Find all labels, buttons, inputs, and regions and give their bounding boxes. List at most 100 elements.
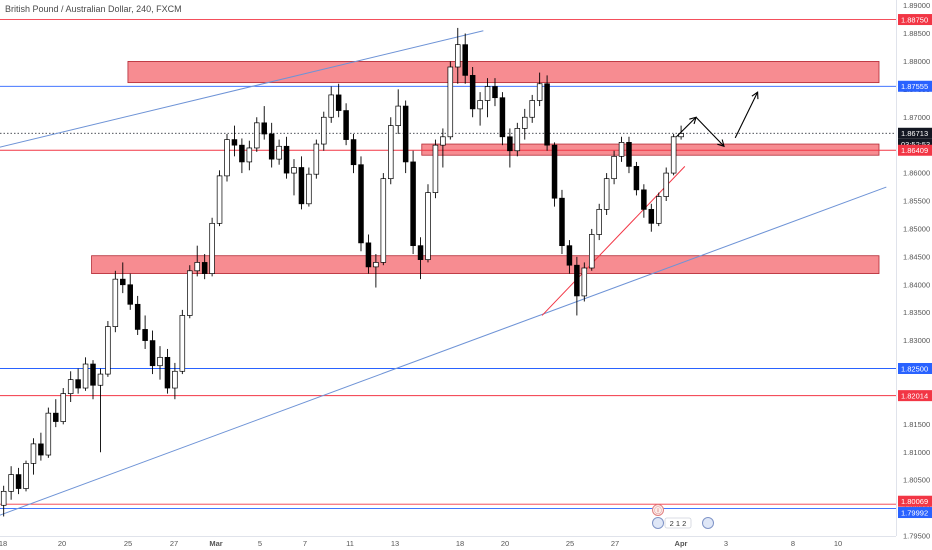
x-tick-label: 18 bbox=[456, 539, 464, 548]
candle-up bbox=[254, 122, 260, 149]
price-badge: 1.82500 bbox=[898, 363, 932, 374]
candle-down bbox=[90, 363, 96, 386]
event-markers[interactable]: ⓘ 2 1 2 bbox=[652, 504, 714, 529]
y-tick-label: 1.84500 bbox=[903, 252, 930, 261]
arrow-head bbox=[717, 139, 725, 148]
price-badge-bg bbox=[898, 138, 932, 150]
x-tick-label: 25 bbox=[566, 539, 574, 548]
candle-down bbox=[142, 329, 148, 341]
y-tick-label: 1.80500 bbox=[903, 476, 930, 485]
candle-up bbox=[596, 209, 602, 235]
candle-up bbox=[60, 393, 66, 422]
candle-up bbox=[618, 142, 625, 157]
candle-down bbox=[365, 242, 372, 268]
price-badge-text: 03:52:53 bbox=[901, 140, 930, 149]
candle-up bbox=[603, 178, 610, 210]
projection-segment bbox=[734, 91, 759, 139]
candle-up bbox=[313, 143, 320, 175]
projection-segment bbox=[695, 116, 725, 147]
candle-up bbox=[209, 222, 215, 274]
y-tick-label: 1.81000 bbox=[903, 448, 930, 457]
price-badge-bg bbox=[898, 80, 932, 92]
price-badge-text: 1.80069 bbox=[901, 497, 928, 506]
candle-up bbox=[23, 463, 29, 489]
x-tick-label: 8 bbox=[791, 539, 795, 548]
candle-up bbox=[112, 278, 119, 327]
candle-down bbox=[283, 145, 290, 174]
price-badge: 1.88750 bbox=[898, 14, 932, 26]
x-tick-label: 20 bbox=[501, 539, 509, 548]
trendline bbox=[0, 186, 887, 516]
candle-up bbox=[656, 196, 662, 224]
price-badge: 1.86409 bbox=[898, 144, 932, 156]
x-tick-label: 10 bbox=[834, 539, 842, 548]
price-axis[interactable]: 1.890001.885001.880001.875001.870001.865… bbox=[896, 0, 932, 541]
price-badge-text: 1.87555 bbox=[901, 82, 928, 91]
candle-up bbox=[477, 100, 483, 110]
y-tick-label: 1.79500 bbox=[903, 532, 930, 541]
candle-up bbox=[536, 83, 543, 101]
y-tick-label: 1.81500 bbox=[903, 420, 930, 429]
x-tick-label: 5 bbox=[258, 539, 262, 548]
candle-up bbox=[67, 379, 74, 394]
price-badge-text: 1.86713 bbox=[901, 129, 928, 138]
candle-up bbox=[425, 192, 431, 260]
candle-up bbox=[246, 147, 253, 163]
x-tick-label: 3 bbox=[724, 539, 728, 548]
y-tick-label: 1.85500 bbox=[903, 197, 930, 206]
candle-up bbox=[216, 175, 223, 224]
candle-layer bbox=[0, 27, 684, 517]
resistance-zone bbox=[421, 143, 880, 156]
candle-up bbox=[30, 443, 37, 464]
x-tick-label: 7 bbox=[303, 539, 307, 548]
y-tick-label: 1.88500 bbox=[903, 29, 930, 38]
trendline bbox=[0, 30, 484, 148]
price-badge: 1.80069 bbox=[898, 495, 932, 507]
candle-down bbox=[298, 167, 305, 205]
candle-down bbox=[469, 75, 476, 110]
event-count-text: 2 1 2 bbox=[670, 519, 687, 528]
candle-up bbox=[45, 412, 52, 456]
candle-down bbox=[149, 340, 156, 367]
candle-up bbox=[581, 267, 588, 297]
candle-up bbox=[187, 270, 193, 316]
candle-down bbox=[343, 110, 349, 140]
arrow-head bbox=[751, 91, 759, 100]
x-tick-label: 25 bbox=[124, 539, 132, 548]
candle-down bbox=[261, 122, 267, 135]
y-tick-label: 1.84000 bbox=[903, 280, 930, 289]
candle-up bbox=[380, 178, 387, 263]
candle-down bbox=[492, 86, 498, 99]
price-badge: 1.87555 bbox=[898, 80, 932, 92]
time-axis[interactable]: 18 20 25 27 Mar 5 7 11 13 18 20 25 27 Apr 3 8 10 bbox=[0, 536, 896, 549]
candle-up bbox=[179, 315, 186, 372]
candle-down bbox=[417, 245, 424, 260]
candle-up bbox=[291, 167, 297, 174]
chart-title: British Pound / Australian Dollar, 240, … bbox=[5, 4, 182, 14]
zone-layer bbox=[91, 61, 880, 274]
x-tick-label: 20 bbox=[58, 539, 66, 548]
candle-down bbox=[134, 303, 141, 330]
candle-down bbox=[559, 197, 565, 247]
candle-down bbox=[410, 161, 416, 247]
candle-up bbox=[105, 326, 111, 375]
candle-up bbox=[611, 155, 617, 180]
x-tick-label: 11 bbox=[346, 539, 354, 548]
flag-icon bbox=[702, 517, 714, 529]
x-tick-label: 27 bbox=[611, 539, 619, 548]
candle-up bbox=[670, 136, 677, 174]
candle-down bbox=[648, 209, 655, 224]
x-tick-label: Mar bbox=[209, 539, 222, 548]
candle-down bbox=[231, 139, 238, 146]
candle-down bbox=[626, 142, 632, 167]
candle-down bbox=[239, 144, 245, 163]
flag-icon bbox=[652, 517, 664, 529]
candle-down bbox=[201, 262, 208, 274]
y-tick-label: 1.89000 bbox=[903, 1, 930, 10]
candle-up bbox=[522, 116, 528, 129]
y-tick-label: 1.83000 bbox=[903, 336, 930, 345]
candle-down bbox=[358, 164, 364, 244]
projection-segment bbox=[676, 116, 697, 138]
price-badge: 1.86713 bbox=[898, 127, 932, 139]
